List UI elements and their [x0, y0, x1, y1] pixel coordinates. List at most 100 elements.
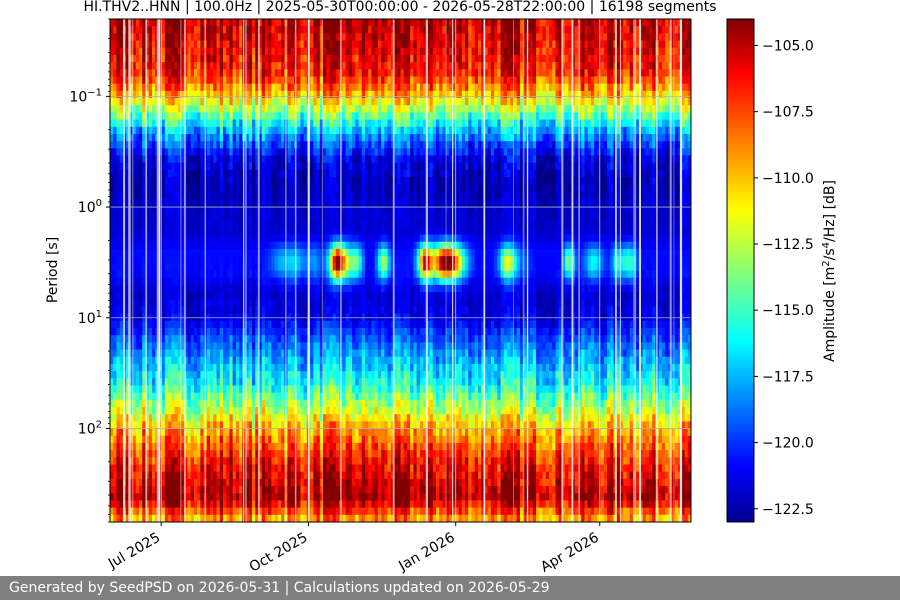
heatmap-cell [206, 62, 211, 70]
heatmap-cell [326, 54, 331, 63]
heatmap-cell [171, 493, 176, 502]
heatmap-cell [216, 385, 221, 394]
heatmap-cell [113, 248, 118, 257]
heatmap-cell [226, 306, 231, 315]
heatmap-cell [232, 98, 237, 106]
heatmap-cell [239, 133, 243, 142]
heatmap-cell [190, 478, 195, 487]
heatmap-cell [119, 40, 124, 49]
heatmap-cell [135, 414, 140, 422]
heatmap-cell [126, 356, 130, 365]
heatmap-cell [313, 177, 318, 185]
heatmap-cell [323, 457, 327, 466]
heatmap-cell [145, 306, 150, 315]
heatmap-cell [219, 356, 224, 365]
heatmap-cell [187, 105, 192, 114]
heatmap-cell [187, 277, 192, 286]
heatmap-cell [329, 112, 334, 121]
heatmap-cell [297, 435, 302, 444]
heatmap-cell [181, 141, 185, 149]
heatmap-cell [268, 54, 272, 63]
heatmap-cell [164, 198, 169, 207]
heatmap-cell [210, 371, 214, 379]
heatmap-cell [190, 392, 195, 401]
heatmap-cell [135, 62, 140, 70]
heatmap-cell [206, 363, 211, 372]
heatmap-cell [268, 385, 272, 394]
heatmap-cell [316, 119, 321, 128]
heatmap-cell [151, 220, 156, 228]
heatmap-cell [232, 392, 237, 401]
heatmap-cell [181, 191, 185, 200]
heatmap-cell [177, 421, 182, 430]
heatmap-cell [297, 385, 302, 394]
heatmap-cell [213, 371, 218, 379]
heatmap-cell [132, 248, 137, 257]
heatmap-cell [222, 471, 227, 480]
heatmap-cell [222, 407, 227, 415]
heatmap-cell [326, 141, 331, 149]
heatmap-cell [274, 26, 279, 34]
heatmap-cell [329, 40, 334, 49]
heatmap-cell [129, 407, 134, 415]
heatmap-cell [226, 363, 231, 372]
heatmap-cell [313, 241, 318, 250]
heatmap-cell [190, 133, 195, 142]
heatmap-cell [290, 478, 295, 487]
heatmap-cell [161, 363, 166, 372]
heatmap-cell [181, 392, 185, 401]
heatmap-cell [281, 486, 285, 494]
heatmap-cell [145, 428, 150, 437]
heatmap-cell [126, 327, 130, 336]
heatmap-cell [177, 220, 182, 228]
heatmap-cell [116, 148, 121, 157]
heatmap-cell [113, 428, 118, 437]
heatmap-cell [290, 248, 295, 257]
heatmap-cell [197, 514, 201, 522]
heatmap-cell [210, 184, 214, 193]
heatmap-cell [310, 155, 314, 164]
heatmap-cell [129, 428, 134, 437]
heatmap-cell [116, 356, 121, 365]
heatmap-cell [139, 421, 143, 430]
heatmap-cell [310, 119, 314, 128]
heatmap-cell [210, 220, 214, 228]
heatmap-cell [135, 133, 140, 142]
heatmap-cell [187, 414, 192, 422]
heatmap-cell [310, 69, 314, 78]
heatmap-cell [142, 227, 147, 236]
heatmap-cell [232, 141, 237, 149]
heatmap-cell [235, 493, 240, 502]
heatmap-cell [226, 399, 231, 408]
heatmap-cell [297, 378, 302, 387]
heatmap-cell [139, 184, 143, 193]
heatmap-cell [148, 248, 153, 257]
heatmap-cell [274, 256, 279, 264]
heatmap-cell [142, 342, 147, 351]
heatmap-cell [135, 349, 140, 358]
heatmap-cell [174, 40, 179, 49]
heatmap-cell [271, 155, 276, 164]
heatmap-cell [264, 205, 269, 214]
heatmap-cell [158, 205, 163, 214]
heatmap-cell [161, 263, 166, 272]
heatmap-cell [261, 62, 266, 70]
heatmap-cell [132, 450, 137, 458]
heatmap-cell [187, 169, 192, 178]
heatmap-cell [216, 47, 221, 56]
heatmap-cell [213, 220, 218, 228]
heatmap-cell [210, 83, 214, 92]
heatmap-cell [168, 205, 172, 214]
heatmap-cell [210, 105, 214, 114]
heatmap-cell [132, 500, 137, 509]
heatmap-cell [229, 198, 234, 207]
heatmap-cell [145, 256, 150, 264]
heatmap-cell [319, 435, 324, 444]
heatmap-cell [113, 442, 118, 451]
heatmap-cell [261, 112, 266, 121]
heatmap-cell [193, 486, 198, 494]
heatmap-cell [239, 227, 243, 236]
heatmap-cell [232, 292, 237, 300]
heatmap-cell [210, 450, 214, 458]
heatmap-cell [303, 148, 308, 157]
